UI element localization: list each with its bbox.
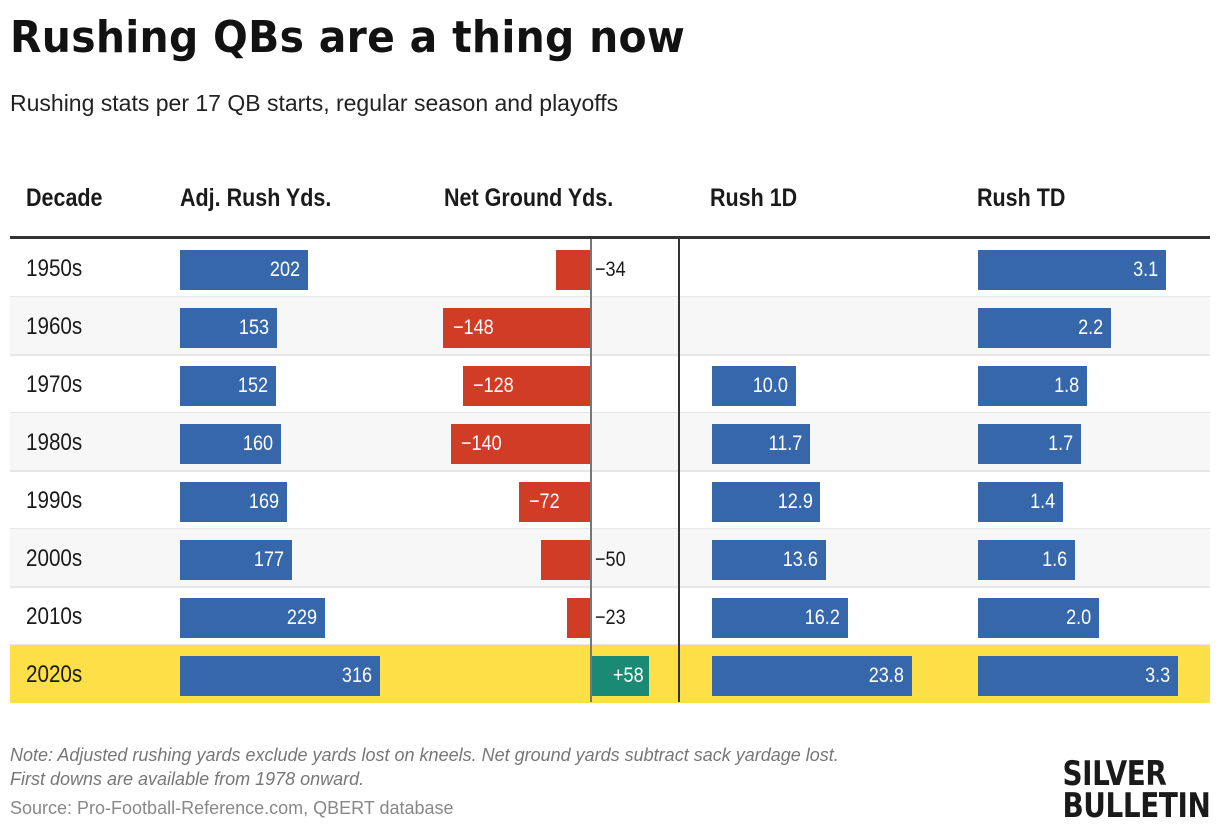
rush-1d-bar: 12.9 xyxy=(712,482,821,522)
net-ground-yds-bar xyxy=(540,540,590,580)
logo-line-1: SILVER xyxy=(1062,754,1167,794)
decade-label: 2020s xyxy=(26,661,83,688)
adj-rush-yds-bar-label: 202 xyxy=(269,258,300,281)
decade-label: 1990s xyxy=(26,487,83,514)
net-ground-yds-bar-label: −23 xyxy=(595,606,626,629)
column-header-rush-1d: Rush 1D xyxy=(710,184,798,212)
rush-td-bar: 2.0 xyxy=(978,598,1100,638)
adj-rush-yds-bar: 177 xyxy=(180,540,293,580)
column-header-net-ground-yds: Net Ground Yds. xyxy=(444,184,614,212)
footnote-line-1: Note: Adjusted rushing yards exclude yar… xyxy=(10,745,839,765)
rush-td-bar-label: 2.2 xyxy=(1078,316,1104,339)
rush-1d-bar: 16.2 xyxy=(712,598,849,638)
net-ground-yds-bar xyxy=(556,250,590,290)
row-separator xyxy=(10,354,1210,356)
source-note: Source: Pro-Football-Reference.com, QBER… xyxy=(10,798,454,818)
rush-td-bar-label: 1.6 xyxy=(1041,548,1067,571)
table-row: 2000s 177 13.6 1.6 −50 xyxy=(10,529,1210,587)
rush-td-bar: 1.8 xyxy=(978,366,1088,406)
decade-label: 1980s xyxy=(26,429,83,456)
adj-rush-yds-bar: 169 xyxy=(180,482,287,522)
rush-1d-bar: 23.8 xyxy=(712,656,912,696)
table-row: 2020s 316 23.8 3.3 +58 xyxy=(10,645,1210,703)
decade-label: 1960s xyxy=(26,313,83,340)
rush-td-bar-label: 2.0 xyxy=(1066,606,1092,629)
column-divider xyxy=(678,239,680,702)
row-separator xyxy=(10,586,1210,588)
decade-label: 1950s xyxy=(26,255,83,282)
rush-1d-bar-label: 16.2 xyxy=(804,606,841,629)
table-row: 1970s 152 10.0 1.8 −128 xyxy=(10,355,1210,413)
rush-1d-bar-label: 12.9 xyxy=(777,490,813,513)
rush-1d-bar-label: 23.8 xyxy=(868,664,904,687)
column-header-adj-rush-yds: Adj. Rush Yds. xyxy=(180,184,332,212)
row-separator xyxy=(10,470,1210,472)
rush-1d-bar: 10.0 xyxy=(712,366,797,406)
net-ground-yds-bar: −140 xyxy=(451,424,590,464)
header-rule xyxy=(10,236,1210,239)
decade-label: 2010s xyxy=(26,603,83,630)
net-ground-yds-bar: −128 xyxy=(463,366,590,406)
table-row: 1950s 202 3.1 −34 xyxy=(10,239,1210,297)
rush-td-bar-label: 1.7 xyxy=(1047,432,1074,455)
rush-td-bar: 2.2 xyxy=(978,308,1112,348)
adj-rush-yds-bar: 316 xyxy=(180,656,380,696)
rush-td-bar: 3.3 xyxy=(978,656,1178,696)
chart-subtitle: Rushing stats per 17 QB starts, regular … xyxy=(10,90,619,116)
table-row: 1990s 169 12.9 1.4 −72 xyxy=(10,471,1210,529)
adj-rush-yds-bar: 202 xyxy=(180,250,308,290)
adj-rush-yds-bar-label: 229 xyxy=(286,606,317,629)
net-ground-yds-bar-label: −140 xyxy=(461,432,503,455)
rush-1d-bar-label: 11.7 xyxy=(768,432,803,455)
adj-rush-yds-bar-label: 160 xyxy=(243,432,274,455)
silver-bulletin-logo: SILVER BULLETIN xyxy=(1062,754,1210,826)
adj-rush-yds-bar: 152 xyxy=(180,366,277,406)
net-ground-yds-bar-label: −72 xyxy=(528,490,560,513)
rush-td-bar: 1.6 xyxy=(978,540,1075,580)
net-ground-yds-bar-label: −50 xyxy=(595,548,626,571)
net-ground-zero-axis xyxy=(590,239,592,702)
column-header-rush-td: Rush TD xyxy=(977,184,1066,212)
net-ground-yds-bar: −72 xyxy=(518,482,590,522)
adj-rush-yds-bar-label: 169 xyxy=(248,490,279,513)
net-ground-yds-bar-label: +58 xyxy=(612,664,644,687)
net-ground-yds-bar xyxy=(567,598,590,638)
rush-td-bar: 1.4 xyxy=(978,482,1063,522)
rush-td-bar: 1.7 xyxy=(978,424,1082,464)
adj-rush-yds-bar: 153 xyxy=(180,308,277,348)
logo-line-2: BULLETIN xyxy=(1062,786,1210,826)
table-row: 2010s 229 16.2 2.0 −23 xyxy=(10,587,1210,645)
decade-label: 2000s xyxy=(26,545,83,572)
decade-label: 1970s xyxy=(26,371,83,398)
rush-1d-bar-label: 13.6 xyxy=(783,548,819,571)
adj-rush-yds-bar: 160 xyxy=(180,424,282,464)
footnote: Note: Adjusted rushing yards exclude yar… xyxy=(10,743,1030,791)
net-ground-yds-bar-label: −128 xyxy=(473,374,514,397)
net-ground-yds-bar-label: −148 xyxy=(453,316,495,339)
chart-title: Rushing QBs are a thing now xyxy=(10,12,686,63)
rush-td-bar-label: 1.4 xyxy=(1029,490,1055,513)
net-ground-yds-bar: +58 xyxy=(592,656,650,696)
adj-rush-yds-bar-label: 153 xyxy=(238,316,269,339)
rush-1d-bar: 13.6 xyxy=(712,540,827,580)
rush-1d-bar-label: 10.0 xyxy=(752,374,789,397)
rush-td-bar-label: 1.8 xyxy=(1053,374,1080,397)
column-header-decade: Decade xyxy=(26,184,103,212)
rush-td-bar-label: 3.1 xyxy=(1132,258,1158,281)
rush-1d-bar: 11.7 xyxy=(712,424,811,464)
table-row: 1960s 153 2.2 −148 xyxy=(10,297,1210,355)
rush-td-bar: 3.1 xyxy=(978,250,1166,290)
adj-rush-yds-bar: 229 xyxy=(180,598,325,638)
rush-td-bar-label: 3.3 xyxy=(1144,664,1170,687)
adj-rush-yds-bar-label: 177 xyxy=(253,548,285,571)
adj-rush-yds-bar-label: 316 xyxy=(341,664,372,687)
net-ground-yds-bar-label: −34 xyxy=(595,258,626,281)
net-ground-yds-bar: −148 xyxy=(443,308,590,348)
footnote-line-2: First downs are available from 1978 onwa… xyxy=(10,769,365,789)
table-row: 1980s 160 11.7 1.7 −140 xyxy=(10,413,1210,471)
adj-rush-yds-bar-label: 152 xyxy=(238,374,269,397)
